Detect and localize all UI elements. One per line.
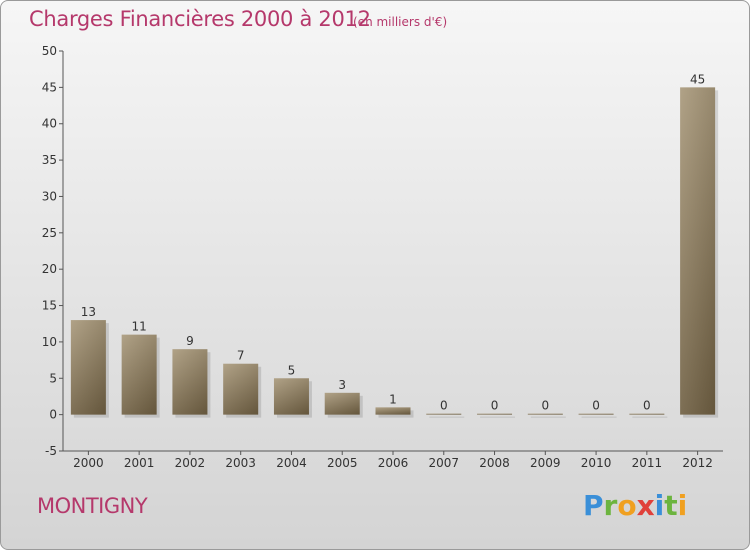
bar-shade bbox=[527, 413, 563, 415]
y-tick-label: 35 bbox=[42, 153, 57, 167]
y-tick-label: 5 bbox=[49, 371, 57, 385]
x-tick-label: 2002 bbox=[175, 456, 206, 470]
chart-subtitle: (en milliers d'€) bbox=[353, 15, 448, 29]
y-tick-label: 40 bbox=[42, 117, 57, 131]
bar-shade bbox=[680, 87, 716, 415]
x-tick-label: 2007 bbox=[428, 456, 459, 470]
bar-shade bbox=[324, 392, 360, 415]
bar-value-label: 0 bbox=[491, 399, 499, 413]
bar-value-label: 45 bbox=[690, 72, 705, 86]
bar-shade bbox=[223, 363, 259, 415]
bar-shade bbox=[477, 413, 513, 415]
y-tick-label: 20 bbox=[42, 262, 57, 276]
logo-letter: x bbox=[636, 489, 655, 522]
x-tick-label: 2005 bbox=[327, 456, 358, 470]
bar-shade bbox=[426, 413, 462, 415]
x-tick-label: 2004 bbox=[276, 456, 307, 470]
bar-value-label: 11 bbox=[132, 320, 147, 334]
x-tick-label: 2003 bbox=[225, 456, 256, 470]
bar-value-label: 0 bbox=[643, 399, 651, 413]
x-tick-label: 2010 bbox=[581, 456, 612, 470]
commune-name: MONTIGNY bbox=[37, 494, 148, 518]
bar-value-label: 1 bbox=[389, 392, 397, 406]
y-tick-label: 25 bbox=[42, 226, 57, 240]
x-tick-label: 2006 bbox=[378, 456, 409, 470]
logo-letter: P bbox=[583, 489, 604, 522]
bar-shade bbox=[578, 413, 614, 415]
bar-shadow bbox=[429, 416, 465, 418]
bar-shadow bbox=[530, 416, 566, 418]
bar-value-label: 13 bbox=[81, 305, 96, 319]
proxiti-logo: Proxiti bbox=[583, 489, 687, 522]
value-labels-group: 13 11 9 7 5 3 1 0 0 0 0 0 45 bbox=[81, 72, 706, 412]
y-tick-label: 50 bbox=[42, 44, 57, 58]
bar-value-label: 0 bbox=[541, 399, 549, 413]
bar-shadow bbox=[581, 416, 617, 418]
logo-letter: i bbox=[677, 489, 688, 522]
bars-group bbox=[70, 87, 719, 418]
x-tick-label: 2009 bbox=[530, 456, 561, 470]
logo-letter: r bbox=[603, 489, 618, 522]
chart-title: Charges Financières 2000 à 2012 bbox=[29, 7, 371, 31]
bar-shade bbox=[629, 413, 665, 415]
bar-value-label: 0 bbox=[592, 399, 600, 413]
x-tick-label: 2012 bbox=[682, 456, 713, 470]
x-tick-label: 2001 bbox=[124, 456, 155, 470]
bar-shadow bbox=[632, 416, 668, 418]
logo-letter: t bbox=[664, 489, 678, 522]
y-tick-label: 0 bbox=[49, 408, 57, 422]
bar-value-label: 7 bbox=[237, 349, 245, 363]
bar-shade bbox=[375, 407, 411, 415]
bar-value-label: 3 bbox=[338, 378, 346, 392]
y-tick-label: 30 bbox=[42, 189, 57, 203]
logo-letter: i bbox=[654, 489, 665, 522]
bar-value-label: 0 bbox=[440, 399, 448, 413]
bar-value-label: 5 bbox=[288, 363, 296, 377]
bar-shadow bbox=[480, 416, 516, 418]
y-tick-label: 15 bbox=[42, 299, 57, 313]
bar-value-label: 9 bbox=[186, 334, 194, 348]
bar-shade bbox=[172, 349, 208, 415]
bar-shade bbox=[121, 334, 157, 415]
x-tick-label: 2000 bbox=[73, 456, 104, 470]
y-tick-label: -5 bbox=[45, 444, 57, 458]
y-tick-label: 45 bbox=[42, 80, 57, 94]
logo-letter: o bbox=[617, 489, 637, 522]
bar-shade bbox=[70, 320, 106, 415]
x-tick-label: 2011 bbox=[632, 456, 663, 470]
x-tick-label: 2008 bbox=[479, 456, 510, 470]
y-tick-label: 10 bbox=[42, 335, 57, 349]
bar-shade bbox=[273, 378, 309, 415]
